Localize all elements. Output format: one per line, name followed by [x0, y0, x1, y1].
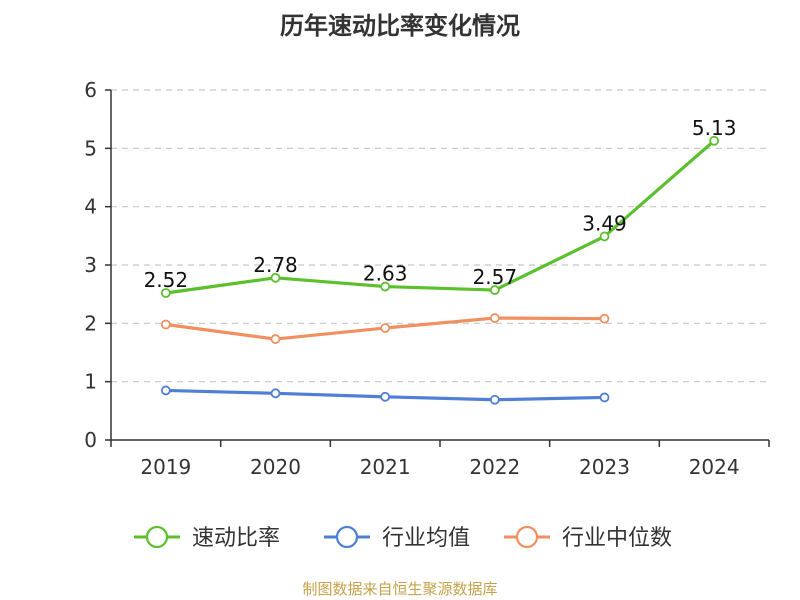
axis-layer: 0 1 2 3 4 5 6 2019 2020 2021 2022 2023 2024 — [84, 78, 770, 479]
data-source-note: 制图数据来自恒生聚源数据库 — [302, 580, 498, 598]
x-tick-label-2022: 2022 — [469, 455, 520, 479]
data-point-3-2023 — [599, 313, 610, 324]
data-point-1-2021 — [380, 281, 391, 292]
legend-marker-icon — [145, 525, 169, 549]
data-point-1-2022 — [489, 285, 500, 295]
data-point-1-2019 — [160, 288, 171, 298]
data-point-3-2019 — [160, 319, 171, 330]
legend-item-3: 行业中位数 — [504, 525, 672, 551]
data-point-3-2021 — [380, 323, 391, 333]
y-tick-label: 4 — [84, 195, 97, 219]
chart-title: 历年速动比率变化情况 — [280, 12, 520, 40]
y-tick-label: 2 — [84, 311, 97, 335]
y-tick-label: 6 — [84, 78, 97, 102]
grid-layer — [111, 89, 769, 383]
y-tick-label: 5 — [84, 136, 97, 160]
data-label-2019: 2.52 — [144, 268, 189, 292]
legend-marker-icon — [515, 525, 539, 549]
data-label-layer: 2.52 2.78 2.63 2.57 3.49 5.13 — [144, 116, 737, 292]
legend-label: 行业均值 — [382, 526, 470, 551]
x-tick-label-2021: 2021 — [360, 455, 411, 479]
legend-label: 行业中位数 — [562, 526, 672, 551]
legend: 速动比率 行业均值 行业中位数 — [134, 525, 672, 551]
data-label-2023: 3.49 — [582, 211, 627, 235]
y-tick-label: 1 — [84, 370, 97, 394]
data-point-3-2020 — [270, 334, 281, 344]
data-point-3-2022 — [489, 313, 500, 323]
data-point-2-2023 — [599, 392, 610, 403]
data-point-1-2023 — [599, 231, 610, 242]
x-tick-label-2019: 2019 — [140, 455, 191, 479]
legend-item-1: 速动比率 — [134, 525, 280, 551]
y-tick-label: 3 — [84, 253, 97, 277]
y-tick-label: 0 — [84, 428, 97, 452]
data-label-2022: 2.57 — [473, 265, 518, 289]
series-line-1 — [164, 139, 716, 295]
data-label-2020: 2.78 — [253, 253, 298, 277]
data-label-2024: 5.13 — [692, 116, 737, 140]
data-point-2-2019 — [160, 385, 171, 396]
x-tick-label-2024: 2024 — [689, 455, 740, 479]
series-layer — [160, 135, 720, 405]
legend-label: 速动比率 — [192, 526, 280, 551]
legend-marker-icon — [335, 525, 359, 549]
data-point-2-2022 — [489, 394, 500, 405]
data-label-2021: 2.63 — [363, 262, 408, 286]
x-tick-label-2020: 2020 — [250, 455, 301, 479]
x-tick-label-2023: 2023 — [579, 455, 630, 479]
data-point-1-2024 — [709, 135, 720, 146]
data-point-1-2020 — [270, 272, 281, 283]
data-point-2-2020 — [270, 388, 281, 399]
legend-item-2: 行业均值 — [324, 525, 470, 551]
data-point-2-2021 — [380, 391, 391, 402]
